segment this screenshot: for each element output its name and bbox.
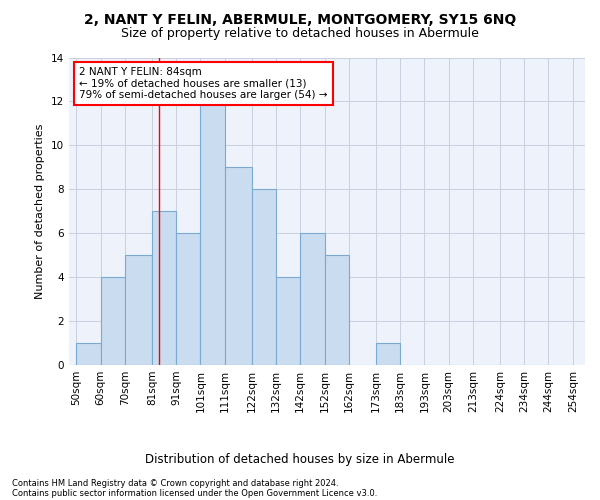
- Text: Size of property relative to detached houses in Abermule: Size of property relative to detached ho…: [121, 28, 479, 40]
- Bar: [325, 255, 349, 365]
- Bar: [152, 211, 176, 365]
- Bar: [251, 190, 276, 365]
- Text: Contains HM Land Registry data © Crown copyright and database right 2024.: Contains HM Land Registry data © Crown c…: [12, 479, 338, 488]
- Text: 2 NANT Y FELIN: 84sqm
← 19% of detached houses are smaller (13)
79% of semi-deta: 2 NANT Y FELIN: 84sqm ← 19% of detached …: [79, 66, 328, 100]
- Text: Contains public sector information licensed under the Open Government Licence v3: Contains public sector information licen…: [12, 489, 377, 498]
- Bar: [125, 255, 152, 365]
- Text: 2, NANT Y FELIN, ABERMULE, MONTGOMERY, SY15 6NQ: 2, NANT Y FELIN, ABERMULE, MONTGOMERY, S…: [84, 12, 516, 26]
- Bar: [200, 102, 225, 365]
- Bar: [101, 277, 125, 365]
- Bar: [76, 343, 101, 365]
- Text: Distribution of detached houses by size in Abermule: Distribution of detached houses by size …: [145, 452, 455, 466]
- Bar: [276, 277, 300, 365]
- Bar: [225, 168, 251, 365]
- Y-axis label: Number of detached properties: Number of detached properties: [35, 124, 46, 299]
- Bar: [376, 343, 400, 365]
- Bar: [300, 233, 325, 365]
- Bar: [176, 233, 200, 365]
